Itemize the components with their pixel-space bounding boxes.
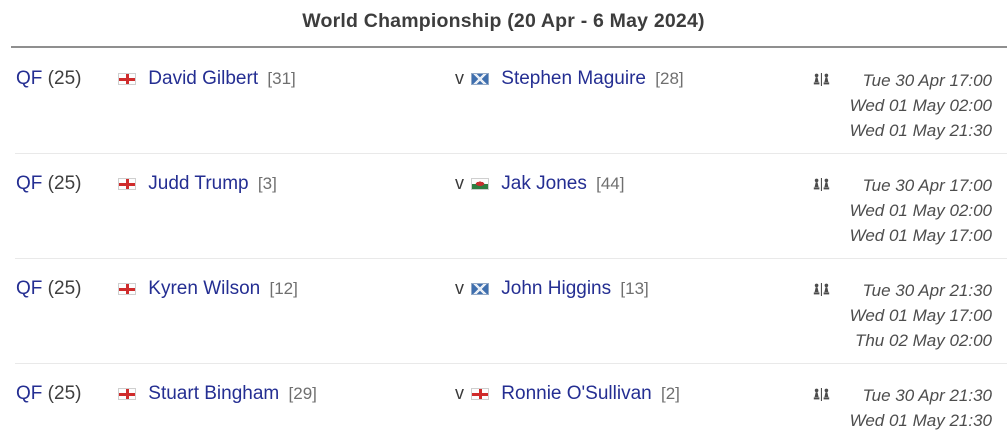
head-to-head-icon	[813, 283, 829, 296]
session-times: Tue 30 Apr 21:30 Wed 01 May 21:30 Thu 02…	[850, 383, 992, 436]
player1-link[interactable]: Judd Trump	[148, 173, 249, 194]
versus-label: v	[455, 278, 464, 298]
event-header: World Championship (20 Apr - 6 May 2024)	[0, 0, 1007, 48]
player2-seed: [13]	[620, 279, 649, 298]
player1-cell: Kyren Wilson [12]	[118, 278, 298, 300]
session-time: Wed 01 May 17:00	[849, 306, 992, 325]
schedule-cell: Tue 30 Apr 17:00 Wed 01 May 02:00 Wed 01…	[813, 68, 992, 143]
player2-seed: [2]	[661, 384, 680, 403]
player1-seed: [3]	[257, 174, 277, 193]
match-row: QF (25) David Gilbert [31] v Stephen Mag…	[0, 48, 1007, 153]
match-row: QF (25) Kyren Wilson [12] v John Higgins…	[0, 258, 1007, 363]
round-cell: QF (25)	[16, 173, 81, 195]
player2-cell: v John Higgins [13]	[455, 278, 649, 300]
player2-link[interactable]: Ronnie O'Sullivan	[501, 383, 652, 404]
england-flag-icon	[118, 283, 136, 295]
england-flag-icon	[471, 388, 489, 400]
session-time: Wed 01 May 21:30	[849, 121, 992, 140]
round-link[interactable]: QF	[16, 68, 43, 89]
event-title: World Championship (20 Apr - 6 May 2024)	[302, 9, 705, 32]
round-cell: QF (25)	[16, 383, 81, 405]
session-times: Tue 30 Apr 17:00 Wed 01 May 02:00 Wed 01…	[850, 173, 992, 248]
schedule-cell: Tue 30 Apr 17:00 Wed 01 May 02:00 Wed 01…	[813, 173, 992, 248]
player1-link[interactable]: Kyren Wilson	[148, 278, 261, 299]
versus-label: v	[455, 173, 464, 193]
match-row: QF (25) Judd Trump [3] v Jak Jones [44] …	[0, 153, 1007, 258]
versus-label: v	[455, 383, 464, 403]
versus-label: v	[455, 68, 464, 88]
best-of-label: (25)	[47, 68, 82, 89]
player2-cell: v Stephen Maguire [28]	[455, 68, 684, 90]
player2-seed: [28]	[655, 69, 684, 88]
player1-cell: David Gilbert [31]	[118, 68, 296, 90]
session-time: Tue 30 Apr 17:00	[862, 176, 992, 195]
session-time: Tue 30 Apr 21:30	[862, 386, 992, 405]
england-flag-icon	[118, 178, 136, 190]
best-of-label: (25)	[47, 173, 82, 194]
session-times: Tue 30 Apr 17:00 Wed 01 May 02:00 Wed 01…	[850, 68, 992, 143]
round-link[interactable]: QF	[16, 173, 43, 194]
head-to-head-icon	[813, 388, 829, 401]
england-flag-icon	[118, 388, 136, 400]
session-time: Wed 01 May 02:00	[849, 201, 992, 220]
player1-seed: [31]	[267, 69, 296, 88]
session-time: Thu 02 May 02:00	[854, 331, 992, 350]
wales-flag-icon	[471, 178, 489, 190]
round-link[interactable]: QF	[16, 383, 43, 404]
session-time: Wed 01 May 21:30	[849, 411, 992, 430]
session-time: Tue 30 Apr 21:30	[862, 281, 992, 300]
scotland-flag-icon	[471, 283, 489, 295]
player2-cell: v Ronnie O'Sullivan [2]	[455, 383, 680, 405]
head-to-head-icon	[813, 178, 829, 191]
session-time: Tue 30 Apr 17:00	[862, 71, 992, 90]
player2-cell: v Jak Jones [44]	[455, 173, 624, 195]
match-row: QF (25) Stuart Bingham [29] v Ronnie O'S…	[0, 363, 1007, 436]
player2-seed: [44]	[596, 174, 625, 193]
schedule-cell: Tue 30 Apr 21:30 Wed 01 May 17:00 Thu 02…	[813, 278, 992, 353]
schedule-cell: Tue 30 Apr 21:30 Wed 01 May 21:30 Thu 02…	[813, 383, 992, 436]
player1-cell: Judd Trump [3]	[118, 173, 277, 195]
round-cell: QF (25)	[16, 68, 81, 90]
player2-link[interactable]: John Higgins	[501, 278, 612, 299]
england-flag-icon	[118, 73, 136, 85]
session-time: Wed 01 May 17:00	[849, 226, 992, 245]
session-times: Tue 30 Apr 21:30 Wed 01 May 17:00 Thu 02…	[850, 278, 992, 353]
player1-link[interactable]: David Gilbert	[148, 68, 259, 89]
best-of-label: (25)	[47, 278, 82, 299]
scotland-flag-icon	[471, 73, 489, 85]
player2-link[interactable]: Jak Jones	[501, 173, 587, 194]
player2-link[interactable]: Stephen Maguire	[501, 68, 646, 89]
head-to-head-icon	[813, 73, 829, 86]
round-cell: QF (25)	[16, 278, 81, 300]
player1-seed: [12]	[269, 279, 298, 298]
player1-cell: Stuart Bingham [29]	[118, 383, 317, 405]
player1-link[interactable]: Stuart Bingham	[148, 383, 280, 404]
best-of-label: (25)	[47, 383, 82, 404]
player1-seed: [29]	[288, 384, 317, 403]
session-time: Wed 01 May 02:00	[849, 96, 992, 115]
round-link[interactable]: QF	[16, 278, 43, 299]
